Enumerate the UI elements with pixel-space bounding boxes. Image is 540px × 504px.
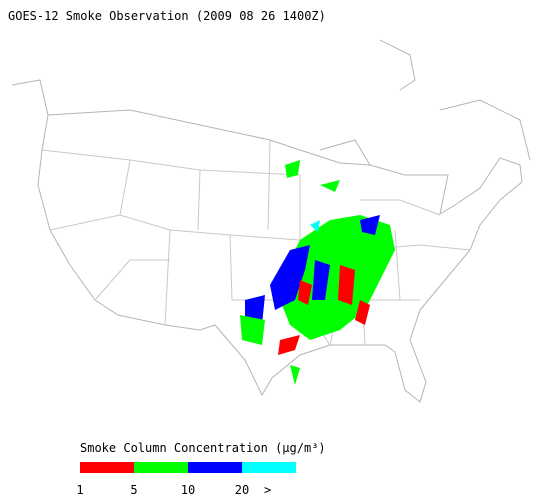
smoke-area <box>245 215 380 330</box>
colorbar-label: 20 <box>235 483 249 497</box>
colorbar-label: 5 <box>130 483 137 497</box>
legend-title: Smoke Column Concentration (μg/m³) <box>80 441 326 455</box>
basemap <box>11 39 531 403</box>
colorbar-segment <box>188 462 242 473</box>
map-title: GOES-12 Smoke Observation (2009 08 26 14… <box>8 9 326 23</box>
colorbar-segment <box>80 462 134 473</box>
colorbar-label: 1 <box>76 483 83 497</box>
canada-coast <box>11 39 531 166</box>
us-outline <box>37 109 523 403</box>
smoke-area <box>278 265 370 355</box>
colorbar-label: 10 <box>181 483 195 497</box>
smoke-area <box>310 220 320 232</box>
colorbar-segment <box>134 462 188 473</box>
colorbar-label: > <box>264 483 271 497</box>
smoke-patches <box>240 160 395 385</box>
smoke-area <box>240 160 340 385</box>
colorbar-segment <box>242 462 296 473</box>
